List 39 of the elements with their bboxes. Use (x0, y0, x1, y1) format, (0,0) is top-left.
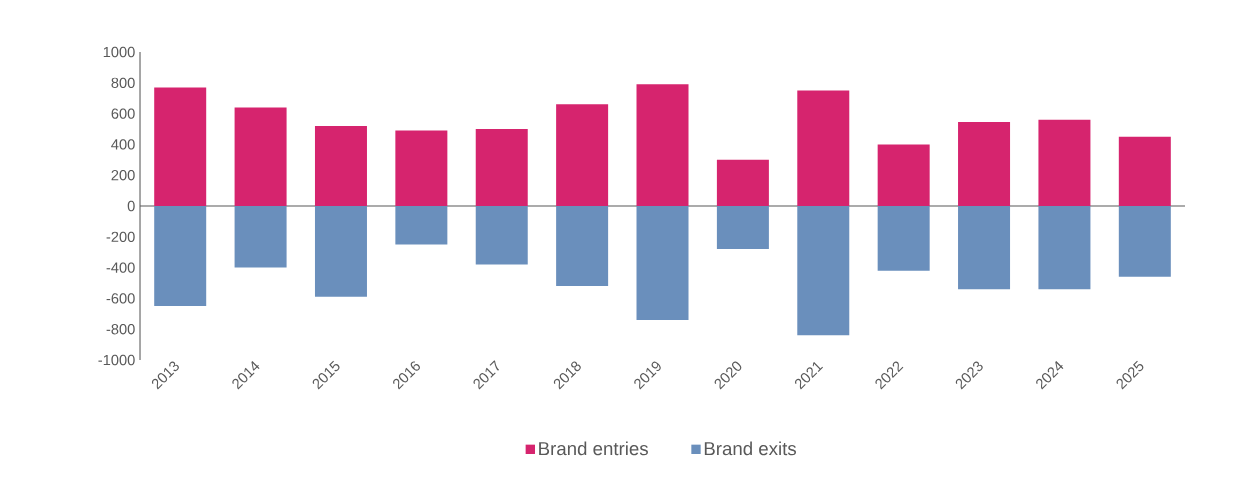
bar (475, 206, 528, 265)
legend-label: Brand entries (539, 441, 648, 456)
y-tick-label: -400 (106, 262, 135, 273)
bar (716, 206, 769, 250)
bar (154, 206, 207, 307)
y-tick-label: -1000 (98, 354, 135, 366)
bar (958, 206, 1011, 290)
bar (1038, 119, 1091, 206)
bar (556, 104, 609, 206)
y-tick-label: -800 (106, 324, 135, 335)
y-tick-label: -200 (106, 231, 135, 242)
bar (636, 206, 689, 320)
bar (797, 90, 850, 206)
y-tick-label: 1000 (103, 46, 135, 58)
y-tick-label: 800 (111, 77, 135, 88)
y-tick-label: 600 (111, 108, 135, 119)
bar (636, 84, 689, 206)
bar (475, 129, 528, 206)
bar (314, 125, 367, 206)
bar (1038, 206, 1091, 290)
bar (154, 87, 207, 206)
legend-label: Brand exits (704, 441, 796, 456)
y-tick-label: -600 (106, 293, 135, 304)
y-tick-label: 0 (127, 200, 135, 212)
bar (234, 206, 287, 268)
bar (1118, 206, 1171, 277)
y-tick-label: 200 (111, 170, 135, 181)
bar (1118, 136, 1171, 206)
bar (877, 206, 930, 271)
bar (556, 206, 609, 287)
bar (234, 107, 287, 206)
y-tick-label: 400 (111, 139, 135, 150)
bar (395, 130, 448, 206)
bar (395, 206, 448, 245)
bar (958, 122, 1011, 206)
bar (797, 206, 850, 336)
bar (716, 159, 769, 206)
bar (877, 144, 930, 206)
bar (314, 206, 367, 297)
